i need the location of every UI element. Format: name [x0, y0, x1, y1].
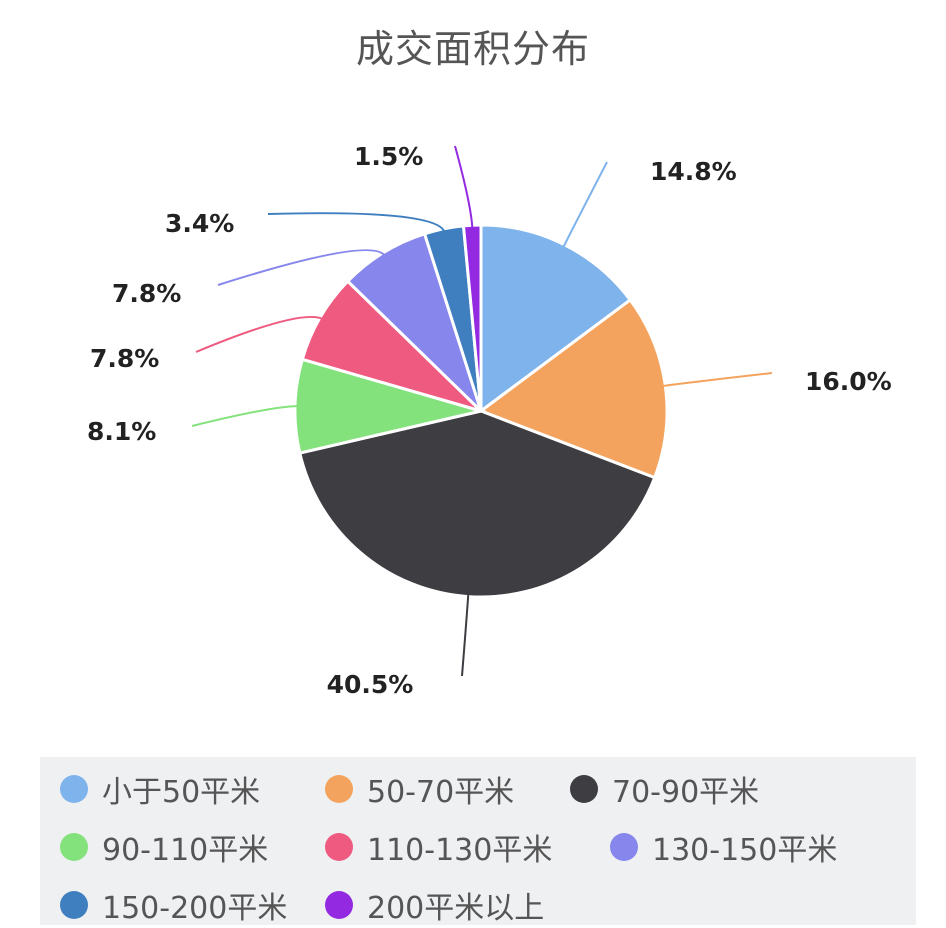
leader-line-4 [191, 405, 300, 427]
leader-line-3 [461, 592, 470, 677]
legend-label: 50-70平米 [367, 775, 515, 810]
legend-swatch [570, 775, 598, 803]
slice-value-label-2: 16.0% [805, 367, 892, 396]
legend-item-6: 130-150平米 [610, 827, 838, 868]
legend-label: 110-130平米 [367, 833, 553, 868]
legend-label: 90-110平米 [102, 833, 269, 868]
legend-label: 小于50平米 [102, 775, 261, 810]
legend-label: 130-150平米 [652, 833, 838, 868]
slice-value-label-3: 40.5% [327, 670, 414, 699]
leader-line-5 [195, 315, 325, 353]
slice-value-label-8: 1.5% [354, 142, 423, 171]
legend-swatch [60, 833, 88, 861]
slice-value-label-6: 7.8% [112, 279, 181, 308]
legend-item-1: 小于50平米 [60, 769, 261, 810]
legend-label: 150-200平米 [102, 891, 288, 926]
legend-item-4: 90-110平米 [60, 827, 269, 868]
legend-swatch [610, 833, 638, 861]
legend-label: 70-90平米 [612, 775, 760, 810]
legend-swatch [325, 891, 353, 919]
leader-line-7 [267, 212, 446, 234]
legend: 小于50平米 50-70平米 70-90平米 90-110平米 110-130平米 130… [40, 757, 916, 926]
legend-item-2: 50-70平米 [325, 769, 515, 810]
leader-line-1 [561, 161, 608, 249]
legend-swatch [60, 775, 88, 803]
legend-item-3: 70-90平米 [570, 769, 760, 810]
pie-chart-svg: 14.8% 16.0% 40.5% 8.1% 7.8% 7.8% 3.4% 1.5% [87, 142, 892, 699]
slice-value-label-1: 14.8% [650, 157, 737, 186]
legend-item-8: 200平米以上 [325, 885, 545, 926]
slice-value-label-5: 7.8% [90, 344, 159, 373]
legend-swatch [325, 833, 353, 861]
slice-value-label-7: 3.4% [165, 209, 234, 238]
legend-swatch [60, 891, 88, 919]
legend-label: 200平米以上 [367, 891, 545, 926]
legend-item-5: 110-130平米 [325, 827, 553, 868]
chart-title: 成交面积分布 [355, 27, 590, 71]
slice-value-label-4: 8.1% [87, 417, 156, 446]
legend-swatch [325, 775, 353, 803]
legend-item-7: 150-200平米 [60, 885, 288, 926]
leader-line-8 [454, 145, 474, 230]
leader-line-6 [217, 249, 387, 286]
leader-line-2 [661, 372, 773, 388]
